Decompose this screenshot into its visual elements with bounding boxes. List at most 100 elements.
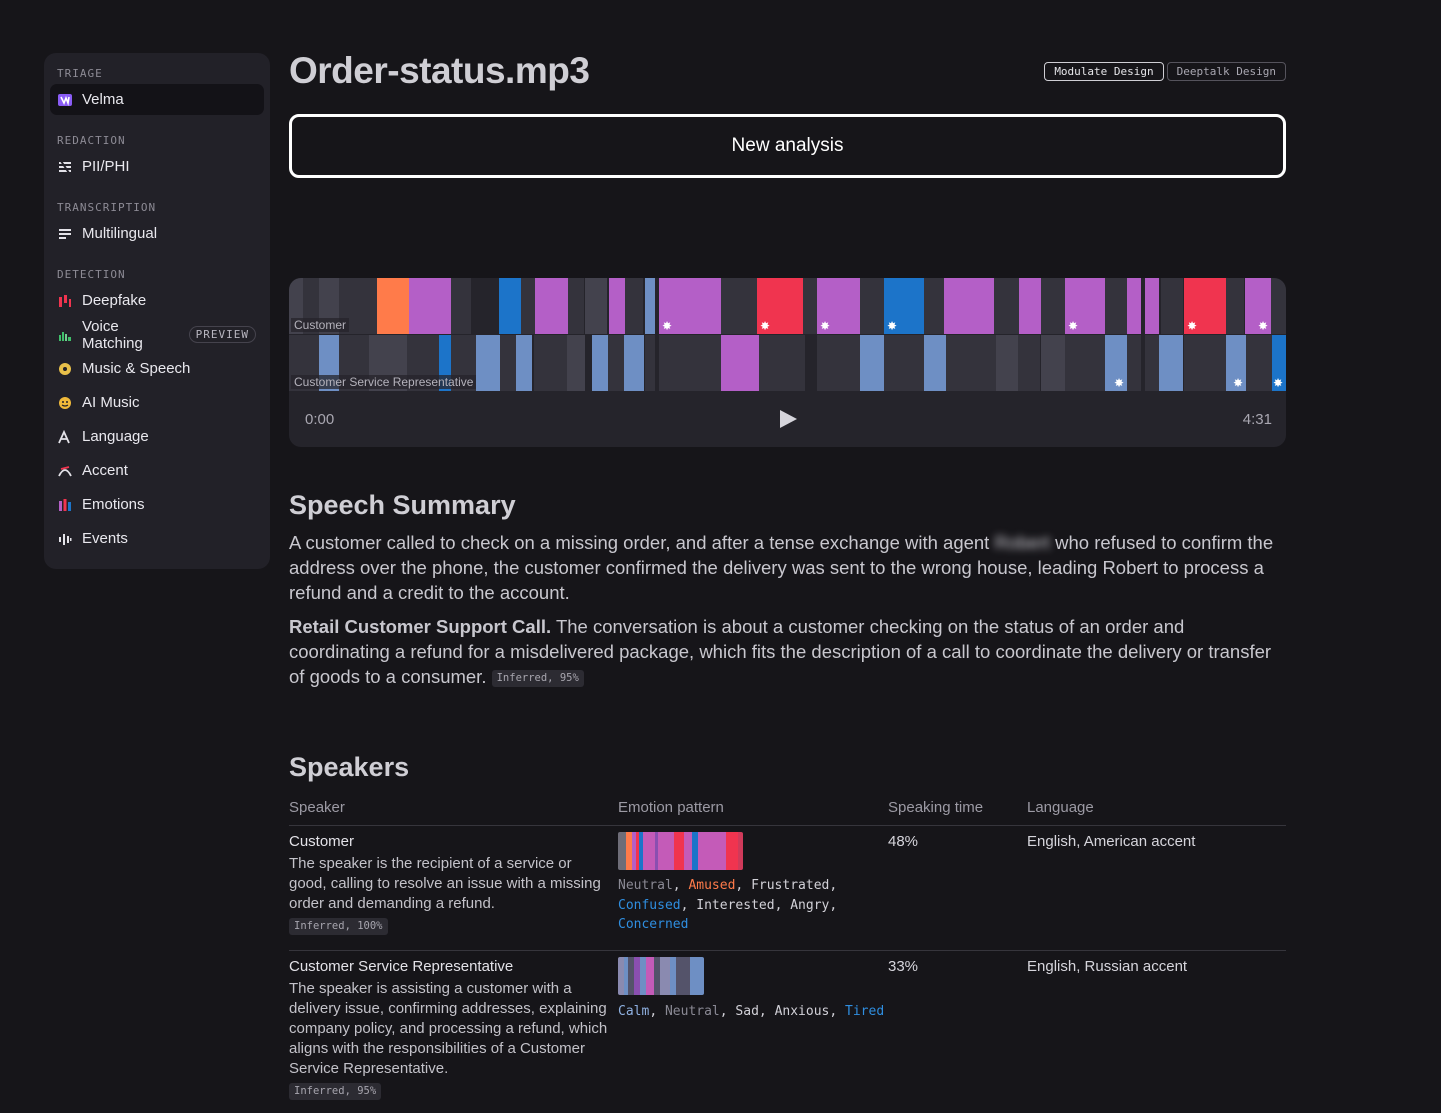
call-category-description: The conversation is about a customer che…: [289, 616, 1272, 687]
sidebar: TRIAGE Velma REDACTION PII/PHI TRANSCRIP…: [44, 53, 270, 569]
sidebar-item-deepfake[interactable]: Deepfake: [50, 285, 264, 316]
emotion-segment: [645, 278, 655, 334]
event-marker-icon: ✸: [662, 319, 673, 333]
lines-icon: [58, 227, 72, 241]
event-marker-icon: ✸: [887, 319, 898, 333]
accent-icon: [58, 464, 72, 478]
velma-logo-icon: [58, 93, 72, 107]
emotion-segment: [567, 335, 585, 391]
preview-badge: PREVIEW: [188, 326, 256, 343]
call-category-paragraph: Retail Customer Support Call. The conver…: [289, 614, 1279, 689]
emotion-label: Frustrated: [751, 878, 830, 893]
speaking-time: 48%: [888, 833, 919, 850]
new-analysis-button[interactable]: New analysis: [289, 114, 1286, 178]
sidebar-item-velma[interactable]: Velma: [50, 84, 264, 115]
column-header-speaker: Speaker: [289, 799, 345, 816]
emotion-pattern-segment: [655, 832, 658, 870]
emotion-segment: [803, 278, 817, 334]
customer-emotion-track[interactable]: Customer ✸ ✸ ✸ ✸ ✸ ✸ ✸: [289, 278, 1286, 334]
speaker-description: The speaker is the recipient of a servic…: [289, 855, 601, 912]
event-marker-icon: ✸: [1233, 376, 1244, 390]
sidebar-item-pii-phi[interactable]: PII/PHI: [50, 151, 264, 182]
emotion-segment: [1018, 335, 1040, 391]
emotion-segment: [585, 278, 607, 334]
emotion-segment: [500, 335, 516, 391]
emotion-segment: [1127, 335, 1141, 391]
emotion-pattern-segment: [684, 832, 692, 870]
emotion-segment: [451, 278, 471, 334]
emotion-segment: [884, 278, 924, 334]
emotion-segment: [608, 335, 624, 391]
sidebar-item-accent[interactable]: Accent: [50, 455, 264, 486]
emotion-label: Angry: [790, 897, 830, 913]
emotion-pattern-bar: [618, 832, 743, 870]
sidebar-item-language[interactable]: Language: [50, 421, 264, 452]
emotion-segment: [1065, 335, 1105, 391]
emotion-label: Neutral: [618, 878, 673, 893]
emotion-segment: [377, 278, 409, 334]
sidebar-item-multilingual[interactable]: Multilingual: [50, 218, 264, 249]
emotion-pattern-segment: [692, 832, 698, 870]
tab-deeptalk-design[interactable]: Deeptalk Design: [1166, 62, 1286, 81]
speaker-description: The speaker is assisting a customer with…: [289, 980, 608, 1077]
divider: [289, 825, 1286, 826]
page-title: Order-status.mp3: [289, 50, 590, 91]
emotion-label: Confused: [618, 897, 681, 913]
sidebar-item-label: Music & Speech: [82, 360, 191, 377]
speaker-name: Customer Service Representative: [289, 958, 514, 975]
redacted-name: Robert: [994, 532, 1050, 553]
emotion-pattern-segment: [658, 832, 674, 870]
emotion-pattern-segment: [698, 832, 726, 870]
emotion-segment: [568, 278, 584, 334]
emotion-segment: [1019, 278, 1041, 334]
sidebar-item-ai-music[interactable]: AI Music: [50, 387, 264, 418]
emotion-pattern-segment: [624, 957, 628, 995]
emotions-icon: [58, 498, 72, 512]
sidebar-item-label: Events: [82, 530, 128, 547]
column-header-emotion-pattern: Emotion pattern: [618, 799, 724, 816]
emotion-segment: [1159, 335, 1183, 391]
speaker-name: Customer: [289, 833, 355, 850]
sidebar-item-emotions[interactable]: Emotions: [50, 489, 264, 520]
emotion-pattern-segment: [674, 832, 684, 870]
language-icon: [58, 429, 72, 444]
emotion-segment: [659, 278, 721, 334]
column-header-language: Language: [1027, 799, 1094, 816]
emotion-segment: [759, 335, 805, 391]
inferred-badge: Inferred, 100%: [289, 918, 388, 935]
sidebar-item-voice-matching[interactable]: Voice Matching PREVIEW: [50, 318, 264, 352]
play-button[interactable]: [778, 409, 798, 429]
emotion-segment: [1184, 335, 1226, 391]
emotion-segment: [1127, 278, 1141, 334]
sidebar-item-events[interactable]: Events: [50, 523, 264, 554]
emotion-segment: [721, 278, 757, 334]
emotion-pattern-segment: [676, 957, 690, 995]
emotion-segment: [659, 335, 721, 391]
representative-emotion-track[interactable]: Customer Service Representative ✸ ✸ ✸: [289, 335, 1286, 391]
sidebar-item-label: Language: [82, 428, 149, 445]
emotion-label: Interested: [696, 897, 775, 913]
emotion-segment: [516, 335, 532, 391]
sidebar-item-label: Multilingual: [82, 225, 158, 242]
sidebar-item-music-speech[interactable]: Music & Speech: [50, 353, 264, 384]
emotion-segment: [592, 335, 608, 391]
tab-modulate-design[interactable]: Modulate Design: [1044, 62, 1164, 81]
emotion-pattern-bar: [618, 957, 704, 995]
emotion-pattern-segment: [646, 957, 654, 995]
speech-summary: A customer called to check on a missing …: [289, 530, 1279, 698]
emotion-list: Neutral, Amused, Frustrated, Confused, I…: [618, 878, 838, 932]
emotion-segment: [924, 278, 944, 334]
event-marker-icon: ✸: [1068, 319, 1079, 333]
emotion-segment: [1226, 278, 1244, 334]
event-marker-icon: ✸: [760, 319, 771, 333]
emotion-segment: [994, 278, 1019, 334]
inferred-badge: Inferred, 95%: [491, 669, 584, 687]
section-label-transcription: TRANSCRIPTION: [57, 201, 157, 214]
emotion-label: Anxious: [774, 1004, 830, 1019]
speaking-time: 33%: [888, 958, 919, 975]
summary-paragraph: A customer called to check on a missing …: [289, 530, 1279, 605]
emotion-segment: [1226, 335, 1246, 391]
emotion-segment: [860, 278, 884, 334]
emotion-segment: [944, 278, 994, 334]
emotion-pattern-segment: [618, 957, 624, 995]
